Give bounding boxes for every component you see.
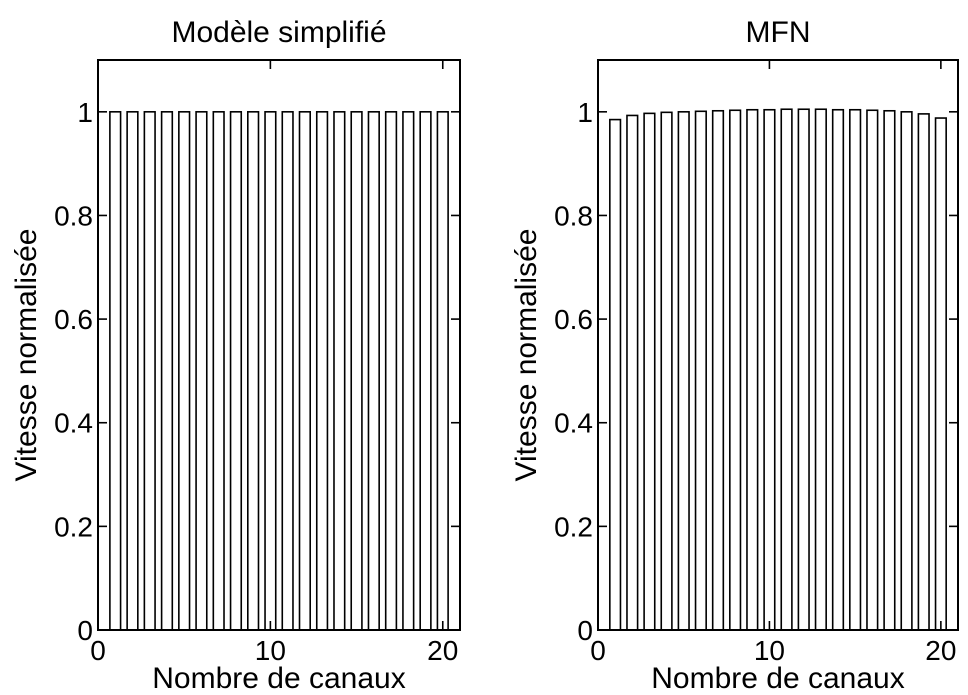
bar-5 bbox=[677, 111, 690, 631]
bar-6 bbox=[694, 110, 707, 631]
bar-20 bbox=[436, 111, 449, 631]
y-tick-label: 0 bbox=[577, 615, 593, 646]
bar-13 bbox=[814, 108, 827, 631]
bar-11 bbox=[281, 111, 294, 631]
bar-13 bbox=[315, 111, 329, 631]
y-tick-label: 1 bbox=[577, 97, 593, 128]
bar-8 bbox=[229, 111, 243, 631]
bar-4 bbox=[160, 111, 174, 631]
bar-12 bbox=[298, 111, 312, 631]
x-tick-label: 20 bbox=[925, 635, 956, 666]
bar-4 bbox=[660, 111, 673, 631]
bar-14 bbox=[831, 108, 845, 631]
bar-1 bbox=[109, 111, 122, 631]
bar-7 bbox=[212, 111, 225, 631]
bar-20 bbox=[934, 117, 947, 631]
y-tick-label: 0.8 bbox=[54, 200, 93, 231]
bar-19 bbox=[419, 111, 432, 631]
bar-9 bbox=[746, 108, 759, 631]
bar-14 bbox=[333, 111, 346, 631]
bar-2 bbox=[626, 114, 639, 631]
bar-16 bbox=[866, 109, 879, 631]
bar-12 bbox=[797, 108, 810, 631]
plot-frame bbox=[97, 59, 461, 631]
bar-5 bbox=[178, 111, 191, 631]
bar-19 bbox=[917, 113, 930, 631]
x-axis-label: Nombre de canaux bbox=[651, 662, 904, 695]
bar-9 bbox=[247, 111, 260, 631]
y-tick-label: 0 bbox=[77, 615, 93, 646]
x-tick-label: 10 bbox=[754, 635, 785, 666]
bar-3 bbox=[643, 112, 656, 631]
x-tick-label: 10 bbox=[255, 635, 286, 666]
chart-title: MFN bbox=[746, 16, 811, 49]
y-axis-label: Vitesse normalisée bbox=[510, 229, 543, 482]
bar-3 bbox=[143, 111, 156, 631]
x-axis-label: Nombre de canaux bbox=[152, 662, 405, 695]
bar-7 bbox=[711, 109, 725, 631]
bar-18 bbox=[402, 111, 415, 631]
y-tick-label: 1 bbox=[77, 97, 93, 128]
bar-16 bbox=[367, 111, 380, 631]
y-tick-label: 0.2 bbox=[554, 511, 593, 542]
bar-10 bbox=[763, 108, 776, 631]
bar-17 bbox=[384, 111, 398, 631]
y-tick-label: 0.4 bbox=[54, 408, 93, 439]
y-tick-label: 0.6 bbox=[554, 304, 593, 335]
bar-1 bbox=[609, 118, 622, 631]
y-axis-label: Vitesse normalisée bbox=[10, 229, 43, 482]
bar-18 bbox=[900, 111, 913, 631]
chart-title: Modèle simplifié bbox=[171, 16, 386, 49]
bar-17 bbox=[883, 109, 896, 631]
bar-2 bbox=[126, 111, 139, 631]
y-tick-label: 0.2 bbox=[54, 511, 93, 542]
bar-11 bbox=[780, 108, 793, 631]
x-tick-label: 0 bbox=[90, 635, 106, 666]
y-tick-label: 0.4 bbox=[554, 408, 593, 439]
plot-frame bbox=[597, 59, 959, 631]
bar-8 bbox=[729, 109, 742, 631]
x-tick-label: 20 bbox=[427, 635, 458, 666]
bar-6 bbox=[195, 111, 208, 631]
x-tick-label: 0 bbox=[590, 635, 606, 666]
bar-15 bbox=[849, 108, 862, 631]
y-tick-label: 0.8 bbox=[554, 200, 593, 231]
bar-15 bbox=[350, 111, 363, 631]
bar-10 bbox=[264, 111, 277, 631]
y-tick-label: 0.6 bbox=[54, 304, 93, 335]
